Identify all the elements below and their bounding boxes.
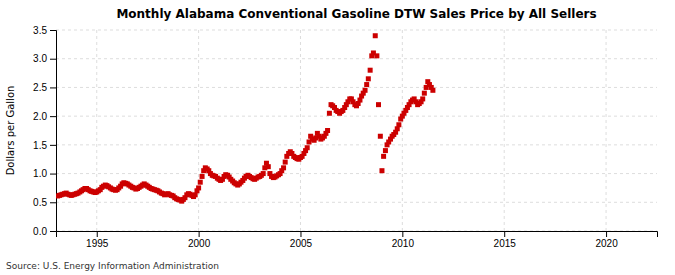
tick-label: 3.5 <box>33 25 47 36</box>
point <box>378 134 383 139</box>
tick-label: 2010 <box>392 238 415 249</box>
point <box>363 88 368 93</box>
tick: 2.0 <box>33 111 56 122</box>
tick-label: 2015 <box>494 238 517 249</box>
tick-label: 1995 <box>86 238 109 249</box>
tick: 0.5 <box>33 197 56 208</box>
tick-mark <box>50 30 56 31</box>
tick-mark <box>606 231 607 237</box>
annotation: Source: U.S. Energy Information Administ… <box>6 261 219 271</box>
grid-line-y <box>56 116 657 117</box>
point <box>374 53 379 58</box>
points <box>56 33 435 203</box>
tick-mark <box>50 116 56 117</box>
point <box>305 145 310 150</box>
grid-line-x <box>402 30 403 231</box>
point <box>368 68 373 73</box>
tick-label: 0.0 <box>33 226 47 237</box>
grid-line-y <box>56 30 657 31</box>
axis-line <box>50 31 57 232</box>
chart: 1995 2000 2005 2010 2015 2020 0.0 0.5 1.0 1.5 2.0 2… <box>0 0 675 275</box>
point <box>364 82 369 87</box>
y-axis-label: Dollars per Gallon <box>5 86 16 176</box>
point <box>422 91 427 96</box>
point <box>196 185 201 190</box>
grid-line-y <box>56 87 657 88</box>
tick-label: 2.0 <box>33 111 47 122</box>
tick-mark <box>504 231 505 237</box>
point <box>200 174 205 179</box>
grid-line-x <box>300 30 301 231</box>
title: Monthly Alabama Conventional Gasoline DT… <box>116 7 596 21</box>
tick-mark <box>50 174 56 175</box>
tick-mark <box>50 59 56 60</box>
tick: 1.5 <box>33 140 56 151</box>
grid-line-y <box>56 144 657 145</box>
tick-label: 0.5 <box>33 197 47 208</box>
tick-mark <box>402 231 403 237</box>
tick-label: 3.0 <box>33 53 47 64</box>
tick-label: 2020 <box>595 238 618 249</box>
tick-label: 1.5 <box>33 140 47 151</box>
point <box>383 148 388 153</box>
tick: 3.5 <box>33 25 56 36</box>
point <box>266 164 271 169</box>
tick-mark <box>97 231 98 237</box>
tick-mark <box>199 231 200 237</box>
tick-label: 1.0 <box>33 168 47 179</box>
tick-mark <box>50 202 56 203</box>
point <box>281 165 286 170</box>
grid-line-x <box>96 30 97 231</box>
grid-line-x <box>198 30 199 231</box>
point <box>198 180 203 185</box>
point <box>325 128 330 133</box>
grid-line-x <box>606 30 607 231</box>
tick: 1995 <box>86 231 109 249</box>
tick: 2010 <box>392 231 415 249</box>
tick: 2005 <box>290 231 313 249</box>
tick-mark <box>50 87 56 88</box>
tick: 2000 <box>188 231 211 249</box>
tick: 1.0 <box>33 168 56 179</box>
grid-line-y <box>56 173 657 174</box>
point <box>373 33 378 38</box>
tick: 0.0 <box>33 226 56 237</box>
grid <box>56 30 657 231</box>
tick-mark <box>50 231 56 232</box>
point <box>327 111 332 116</box>
tick-mark <box>300 231 301 237</box>
tick-label: 2000 <box>188 238 211 249</box>
tick: 2020 <box>595 231 618 249</box>
axis-line <box>57 232 658 238</box>
y-axis: 0.0 0.5 1.0 1.5 2.0 2.5 3.0 3.5 <box>33 25 56 237</box>
point <box>283 160 288 165</box>
grid-line-y <box>56 58 657 59</box>
point <box>396 122 401 127</box>
point <box>430 88 435 93</box>
tick-label: 2005 <box>290 238 313 249</box>
point <box>420 96 425 101</box>
tick-label: 2.5 <box>33 82 47 93</box>
tick: 2.5 <box>33 82 56 93</box>
point <box>366 76 371 81</box>
point <box>376 102 381 107</box>
plot-area: 1995 2000 2005 2010 2015 2020 0.0 0.5 1.0 1.5 2.0 2… <box>33 25 657 249</box>
tick-mark <box>50 145 56 146</box>
point <box>261 171 266 176</box>
tick: 3.0 <box>33 53 56 64</box>
tick: 2015 <box>494 231 517 249</box>
grid-line-x <box>504 30 505 231</box>
point <box>379 168 384 173</box>
point <box>381 154 386 159</box>
x-axis: 1995 2000 2005 2010 2015 2020 <box>57 231 658 249</box>
grid-line-y <box>56 202 657 203</box>
